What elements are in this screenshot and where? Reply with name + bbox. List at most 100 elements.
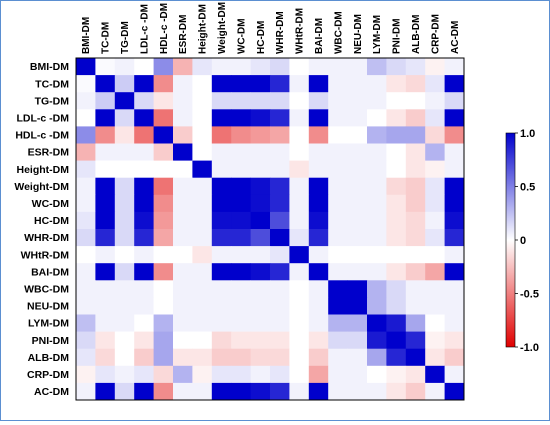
- cell-lym-dm-x-wc-dm: [231, 314, 251, 332]
- cell-crp-dm-x-bai-dm: [308, 365, 329, 384]
- cell-whr-dm-x-hc-dm: [250, 229, 271, 247]
- cell-crp-dm-x-wc-dm: [231, 365, 251, 384]
- cell-tg-dm-x-esr-dm: [173, 92, 193, 110]
- cell-ac-dm-x-ac-dm: [444, 382, 465, 401]
- cell-ac-dm-x-ldl-c-dm: [134, 382, 154, 401]
- cell-alb-dm-x-ac-dm: [444, 348, 465, 367]
- cell-ldl-c-dm-x-whtr-dm: [289, 109, 310, 127]
- cell-neu-dm-x-height-dm: [192, 297, 213, 315]
- cell-tc-dm-x-hdl-c-dm: [153, 75, 174, 93]
- cell-bai-dm-x-crp-dm: [425, 263, 445, 281]
- cell-wc-dm-x-crp-dm: [425, 194, 445, 213]
- cell-whr-dm-x-wbc-dm: [328, 229, 348, 247]
- cell-height-dm-x-hc-dm: [250, 160, 271, 179]
- cell-weight-dm-x-hc-dm: [250, 177, 271, 196]
- cell-ldl-c-dm-x-alb-dm: [405, 109, 426, 127]
- cell-lym-dm-x-neu-dm: [347, 314, 368, 332]
- cell-hdl-c-dm-x-ac-dm: [444, 126, 465, 144]
- cell-weight-dm-x-whr-dm: [270, 177, 290, 196]
- cell-hdl-c-dm-x-wc-dm: [231, 126, 251, 144]
- cell-bai-dm-x-alb-dm: [405, 263, 426, 281]
- cell-wbc-dm-x-hdl-c-dm: [153, 280, 174, 298]
- colorbar-tick-label: 1.0: [520, 128, 535, 140]
- cell-weight-dm-x-height-dm: [192, 177, 213, 196]
- cell-wbc-dm-x-lym-dm: [367, 280, 387, 298]
- cell-wbc-dm-x-bmi-dm: [76, 280, 96, 298]
- cell-wc-dm-x-pni-dm: [386, 194, 407, 213]
- cell-hc-dm-x-esr-dm: [173, 211, 193, 230]
- cell-ac-dm-x-pni-dm: [386, 382, 407, 401]
- cell-ldl-c-dm-x-tc-dm: [95, 109, 116, 127]
- cell-height-dm-x-neu-dm: [347, 160, 368, 179]
- cell-bmi-dm-x-whtr-dm: [289, 58, 310, 76]
- cell-lym-dm-x-crp-dm: [425, 314, 445, 332]
- cell-whr-dm-x-neu-dm: [347, 229, 368, 247]
- cell-hdl-c-dm-x-crp-dm: [425, 126, 445, 144]
- cell-wc-dm-x-wc-dm: [231, 194, 251, 213]
- col-label-lym-dm: LYM-DM: [372, 15, 383, 54]
- cell-whtr-dm-x-pni-dm: [386, 246, 407, 264]
- cell-height-dm-x-wbc-dm: [328, 160, 348, 179]
- cell-hc-dm-x-tg-dm: [114, 211, 135, 230]
- cell-wbc-dm-x-wc-dm: [231, 280, 251, 298]
- cell-bmi-dm-x-wbc-dm: [328, 58, 348, 76]
- cell-tc-dm-x-whtr-dm: [289, 75, 310, 93]
- cell-weight-dm-x-weight-dm: [211, 177, 232, 196]
- cell-alb-dm-x-neu-dm: [347, 348, 368, 367]
- cell-ldl-c-dm-x-bai-dm: [308, 109, 329, 127]
- cell-ldl-c-dm-x-hdl-c-dm: [153, 109, 174, 127]
- cell-tc-dm-x-whr-dm: [270, 75, 290, 93]
- cell-whtr-dm-x-neu-dm: [347, 246, 368, 264]
- cell-whr-dm-x-alb-dm: [405, 229, 426, 247]
- cell-esr-dm-x-lym-dm: [367, 143, 387, 161]
- cell-crp-dm-x-tg-dm: [114, 365, 135, 384]
- cell-ldl-c-dm-x-height-dm: [192, 109, 213, 127]
- cell-hdl-c-dm-x-whtr-dm: [289, 126, 310, 144]
- cell-hdl-c-dm-x-bai-dm: [308, 126, 329, 144]
- cell-alb-dm-x-hdl-c-dm: [153, 348, 174, 367]
- col-label-ldl-c-dm: LDL-c -DM: [139, 4, 150, 54]
- cell-lym-dm-x-hdl-c-dm: [153, 314, 174, 332]
- cell-wc-dm-x-tg-dm: [114, 194, 135, 213]
- cell-wbc-dm-x-ldl-c-dm: [134, 280, 154, 298]
- cell-neu-dm-x-whtr-dm: [289, 297, 310, 315]
- cell-tg-dm-x-wc-dm: [231, 92, 251, 110]
- cell-crp-dm-x-wbc-dm: [328, 365, 348, 384]
- cell-wc-dm-x-esr-dm: [173, 194, 193, 213]
- row-label-tc-dm: TC-DM: [35, 78, 69, 90]
- cell-whtr-dm-x-crp-dm: [425, 246, 445, 264]
- cell-pni-dm-x-whtr-dm: [289, 331, 310, 350]
- cell-hdl-c-dm-x-height-dm: [192, 126, 213, 144]
- cell-bmi-dm-x-lym-dm: [367, 58, 387, 76]
- cell-wbc-dm-x-crp-dm: [425, 280, 445, 298]
- cell-hdl-c-dm-x-hdl-c-dm: [153, 126, 174, 144]
- col-label-tg-dm: TG-DM: [120, 21, 131, 54]
- cell-whtr-dm-x-alb-dm: [405, 246, 426, 264]
- cell-ac-dm-x-tc-dm: [95, 382, 116, 401]
- cell-lym-dm-x-wbc-dm: [328, 314, 348, 332]
- cell-whtr-dm-x-ac-dm: [444, 246, 465, 264]
- cell-wbc-dm-x-weight-dm: [211, 280, 232, 298]
- cell-alb-dm-x-alb-dm: [405, 348, 426, 367]
- cell-tc-dm-x-bmi-dm: [76, 75, 96, 93]
- cell-tc-dm-x-lym-dm: [367, 75, 387, 93]
- cell-esr-dm-x-esr-dm: [173, 143, 193, 161]
- cell-ac-dm-x-whr-dm: [270, 382, 290, 401]
- cell-whr-dm-x-bmi-dm: [76, 229, 96, 247]
- cell-whr-dm-x-wc-dm: [231, 229, 251, 247]
- cell-bmi-dm-x-weight-dm: [211, 58, 232, 76]
- cell-weight-dm-x-tg-dm: [114, 177, 135, 196]
- cell-alb-dm-x-weight-dm: [211, 348, 232, 367]
- cell-bmi-dm-x-tg-dm: [114, 58, 135, 76]
- cell-weight-dm-x-alb-dm: [405, 177, 426, 196]
- cell-tc-dm-x-tg-dm: [114, 75, 135, 93]
- cell-height-dm-x-weight-dm: [211, 160, 232, 179]
- cell-height-dm-x-whr-dm: [270, 160, 290, 179]
- cell-bai-dm-x-height-dm: [192, 263, 213, 281]
- cell-tc-dm-x-pni-dm: [386, 75, 407, 93]
- cell-hdl-c-dm-x-tg-dm: [114, 126, 135, 144]
- cell-wbc-dm-x-alb-dm: [405, 280, 426, 298]
- cell-tg-dm-x-whtr-dm: [289, 92, 310, 110]
